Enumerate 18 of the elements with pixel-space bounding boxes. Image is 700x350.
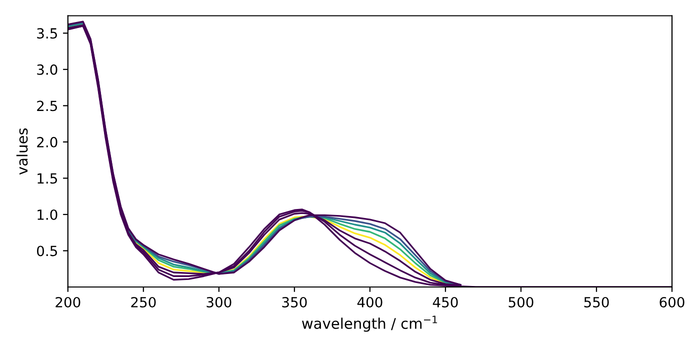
x-tick-label: 600 <box>660 296 684 308</box>
x-tick-label: 200 <box>56 296 80 308</box>
y-tick-label: 3.0 <box>37 64 58 75</box>
y-tick-label: 1.5 <box>38 173 57 184</box>
x-tick-label: 450 <box>432 296 458 308</box>
y-tick-label: 2.0 <box>37 136 58 148</box>
x-tick-label: 400 <box>357 296 382 308</box>
x-tick-label: 500 <box>508 296 534 308</box>
y-tick-label: 0.5 <box>37 246 57 256</box>
x-tick-label: 350 <box>282 296 307 308</box>
y-tick-label: 1.0 <box>38 209 58 220</box>
y-axis-title: values <box>16 128 28 175</box>
y-tick-label: 3.5 <box>37 28 57 39</box>
x-tick-label: 300 <box>206 296 232 308</box>
x-tick-label: 550 <box>584 296 609 308</box>
x-tick-label: 250 <box>131 296 156 308</box>
y-tick-label: 2.5 <box>37 100 57 112</box>
x-axis-title: wavelength / cm$^{−1}$ <box>302 316 438 332</box>
